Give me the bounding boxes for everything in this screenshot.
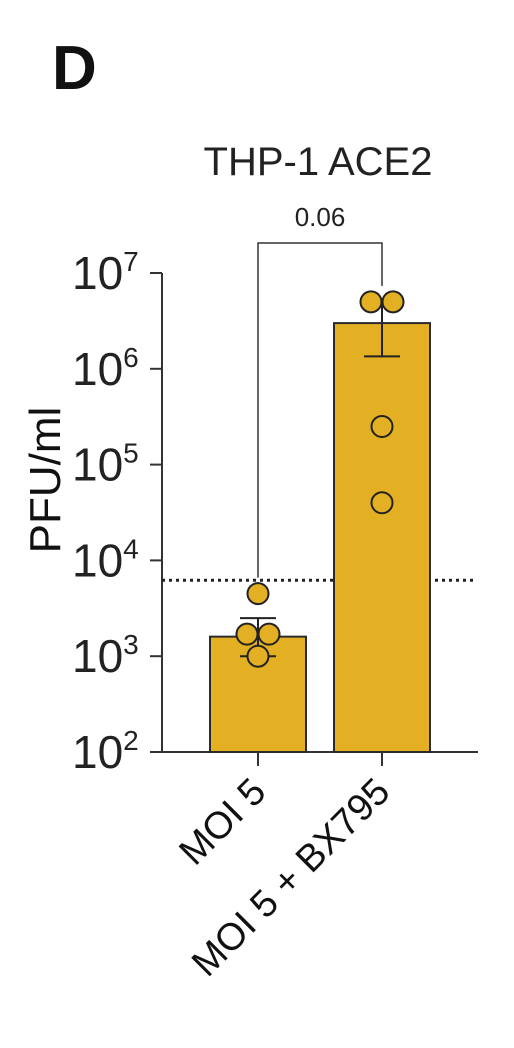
data-point (372, 492, 393, 513)
data-point (237, 624, 258, 645)
data-point (259, 624, 280, 645)
x-tick-label: MOI 5 (172, 771, 275, 874)
y-tick-label: 105 (72, 438, 139, 491)
y-tick-label: 104 (72, 533, 139, 586)
bars (210, 323, 430, 752)
y-tick-label: 106 (72, 342, 139, 395)
y-axis-label: PFU/ml (21, 407, 70, 554)
bar (334, 323, 430, 752)
data-point (248, 583, 269, 604)
chart-title: THP-1 ACE2 (204, 140, 433, 184)
data-point (383, 291, 404, 312)
y-tick-label: 102 (72, 725, 139, 778)
data-point (248, 646, 269, 667)
y-tick-label: 103 (72, 629, 139, 682)
data-point (372, 416, 393, 437)
y-tick-label: 107 (72, 246, 139, 299)
significance-p-value: 0.06 (295, 202, 346, 232)
data-point (361, 291, 382, 312)
